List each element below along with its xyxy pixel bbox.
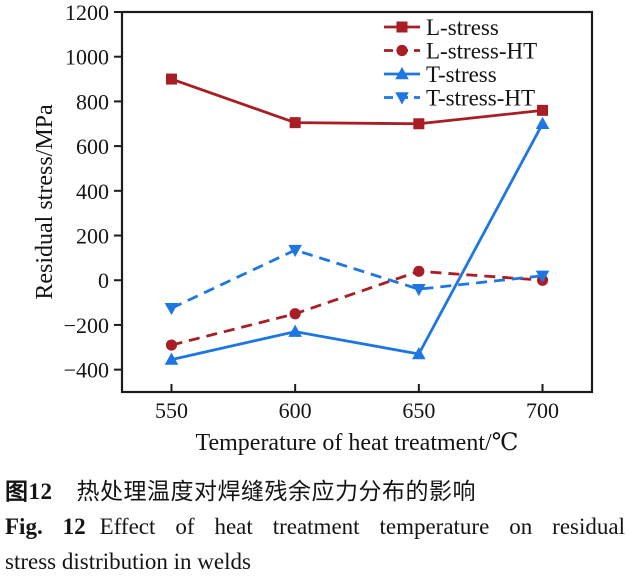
x-tick-label: 550 (155, 398, 188, 423)
y-tick-label: −400 (64, 358, 109, 383)
series-line (171, 77, 543, 126)
y-tick-label: 0 (98, 268, 109, 293)
x-axis-title: Temperature of heat treatment/℃ (195, 430, 518, 456)
square-marker (537, 104, 549, 116)
figure-caption: 图12 热处理温度对焊缝残余应力分布的影响 Fig. 12 Effect of he… (0, 470, 631, 579)
x-tick-label: 700 (526, 398, 559, 423)
series-T-stress (164, 116, 550, 365)
line-chart-svg: −400 −200 0 200 400 600 800 1000 1200 550 600 650 70… (32, 0, 594, 456)
triangle-up-marker (395, 67, 409, 80)
square-marker (396, 21, 408, 33)
triangle-down-marker (412, 283, 426, 297)
square-marker (413, 118, 425, 130)
series-line (171, 269, 543, 347)
series-T-stress-HT (164, 244, 550, 316)
plot-frame (120, 10, 594, 394)
y-tick-label: 600 (76, 134, 109, 159)
legend-item-L-stress-HT: L-stress-HT (384, 39, 537, 64)
circle-marker (165, 339, 178, 351)
triangle-up-marker (535, 116, 550, 129)
y-tick-label: 1200 (65, 0, 109, 25)
triangle-up-marker (288, 324, 302, 337)
y-tick-label: 200 (76, 224, 109, 249)
x-tick-label: 650 (402, 398, 435, 423)
caption-cn-text: 热处理温度对焊缝残余应力分布的影响 (76, 479, 476, 504)
y-tick-label: 800 (76, 89, 109, 114)
triangle-down-marker (288, 244, 302, 258)
series-line (170, 248, 543, 310)
triangle-down-marker (395, 92, 409, 105)
triangle-up-marker (164, 352, 179, 365)
triangle-up-marker (412, 347, 426, 360)
y-tick-label: −200 (64, 313, 109, 338)
legend-item-T-stress: T-stress (384, 62, 497, 87)
circle-marker (396, 44, 408, 57)
y-tick-label: 400 (76, 179, 109, 204)
triangle-down-marker (164, 302, 179, 316)
series-L-stress (165, 73, 549, 130)
chart-area: −400 −200 0 200 400 600 800 1000 1200 550 600 650 70… (32, 0, 594, 456)
triangle-down-marker (535, 270, 550, 283)
square-marker (165, 73, 177, 85)
y-tick-label: 1000 (65, 45, 109, 70)
x-axis: 550 600 650 700 (155, 384, 559, 423)
legend-label: T-stress (426, 62, 497, 87)
legend-item-T-stress-HT: T-stress-HT (384, 86, 535, 111)
caption-en-text1: Effect of heat treatment temperature on … (99, 514, 625, 539)
circle-marker (413, 265, 425, 277)
legend-label: L-stress-HT (426, 39, 537, 64)
legend-item-L-stress: L-stress (384, 15, 499, 40)
circle-marker (289, 308, 301, 320)
caption-chinese: 图12 热处理温度对焊缝残余应力分布的影响 (5, 474, 625, 509)
x-tick-label: 600 (279, 398, 312, 423)
legend-label: T-stress-HT (426, 86, 535, 111)
caption-english-line1: Fig. 12 Effect of heat treatment temperat… (5, 509, 625, 544)
series-line (171, 123, 544, 361)
y-axis: −400 −200 0 200 400 600 800 1000 1200 (64, 0, 122, 383)
caption-cn-label: 图12 (5, 479, 53, 504)
square-marker (289, 117, 301, 129)
legend-label: L-stress (426, 15, 499, 40)
y-axis-title: Residual stress/MPa (32, 104, 58, 300)
series-L-stress-HT (165, 265, 549, 351)
caption-en-label: Fig. 12 (5, 514, 86, 539)
caption-english-line2: stress distribution in welds (5, 549, 251, 574)
